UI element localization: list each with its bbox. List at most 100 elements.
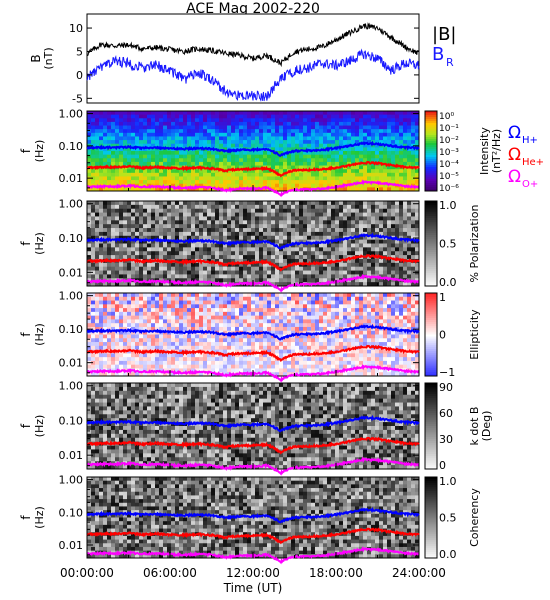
spectrogram-cell: [207, 282, 212, 287]
spectrogram-cell: [359, 208, 364, 213]
spectrogram-cell: [187, 169, 192, 174]
spectrogram-cell: [287, 136, 292, 141]
spectrogram-cell: [259, 251, 264, 256]
spectrogram-cell: [179, 338, 184, 343]
spectrogram-cell: [199, 296, 204, 301]
spectrogram-cell: [283, 143, 288, 148]
spectrogram-cell: [227, 180, 232, 185]
spectrogram-cell: [95, 282, 100, 287]
spectrogram-cell: [311, 140, 316, 145]
spectrogram-cell: [123, 216, 128, 221]
spectrogram-cell: [407, 262, 412, 268]
spectrogram-cell: [347, 274, 352, 279]
spectrogram-cell: [363, 136, 368, 141]
spectrogram-cell: [151, 201, 156, 206]
spectrogram-cell: [87, 323, 92, 328]
spectrogram-cell: [207, 136, 212, 141]
spectrogram-cell: [263, 247, 268, 252]
spectrogram-cell: [231, 342, 236, 347]
spectrogram-cell: [111, 143, 116, 148]
spectrogram-cell: [151, 140, 156, 145]
spectrogram-cell: [347, 165, 352, 170]
spectrogram-cell: [183, 266, 188, 271]
spectrogram-cell: [119, 201, 124, 206]
spectrogram-cell: [347, 132, 352, 137]
spectrogram-cell: [119, 300, 124, 305]
spectrogram-cell: [363, 220, 368, 225]
spectrogram-cell: [395, 251, 400, 256]
spectrogram-cell: [235, 300, 240, 305]
colorbar-step: [425, 181, 437, 184]
spectrogram-cell: [327, 235, 332, 241]
spectrogram-cell: [307, 266, 312, 271]
spectrogram-cell: [351, 151, 356, 156]
colorbar-step: [425, 226, 437, 230]
spectrogram-cell: [299, 212, 304, 217]
spectrogram-cell: [167, 151, 172, 156]
spectrogram-cell: [167, 154, 172, 159]
spectrogram-cell: [291, 270, 296, 275]
spectrogram-cell: [95, 132, 100, 137]
spectrogram-cell: [299, 180, 304, 185]
colorbar-step: [425, 137, 437, 140]
spectrogram-cell: [195, 176, 200, 181]
spectrogram-cell: [223, 201, 228, 206]
spectrogram-cell: [223, 308, 228, 313]
spectrogram-cell: [279, 121, 284, 126]
spectrogram-cell: [159, 180, 164, 185]
spectrogram-cell: [147, 169, 152, 174]
spectrogram-cell: [239, 255, 244, 260]
spectrogram-cell: [299, 111, 304, 116]
spectrogram-cell: [247, 121, 252, 126]
spectrogram-cell: [143, 176, 148, 181]
spectrogram-cell: [119, 147, 124, 152]
spectrogram-cell: [283, 304, 288, 309]
spectrogram-cell: [131, 111, 136, 116]
spectrogram-cell: [359, 204, 364, 210]
spectrogram-cell: [163, 235, 168, 241]
spectrogram-cell: [143, 216, 148, 221]
spectrogram-cell: [235, 247, 240, 252]
spectrogram-cell: [363, 239, 368, 244]
colorbar-step: [425, 235, 437, 238]
spectrogram-cell: [163, 282, 168, 287]
spectrogram-cell: [171, 161, 176, 166]
spectrogram-cell: [243, 204, 248, 210]
spectrogram-cell: [315, 140, 320, 145]
spectrogram-cell: [127, 274, 132, 279]
spectrogram-cell: [319, 169, 324, 174]
spectrogram-cell: [123, 311, 128, 317]
spectrogram-cell: [275, 165, 280, 170]
spectrogram-cell: [271, 147, 276, 152]
spectrogram-cell: [199, 183, 204, 188]
spectrogram-cell: [139, 282, 144, 287]
spectrogram-cell: [283, 183, 288, 188]
spectrogram-cell: [319, 165, 324, 170]
spectrogram-cell: [399, 212, 404, 217]
spectrogram-cell: [299, 220, 304, 225]
spectrogram-cell: [307, 143, 312, 148]
spectrogram-cell: [227, 172, 232, 177]
spectrogram-cell: [91, 353, 96, 358]
spectrogram-cell: [187, 319, 192, 324]
spectrogram-cell: [155, 161, 160, 166]
spectrogram-cell: [147, 326, 152, 332]
spectrogram-cell: [103, 296, 108, 301]
spectrogram-cell: [315, 136, 320, 141]
spectrogram-cell: [291, 220, 296, 225]
spectrogram-cell: [251, 334, 256, 339]
spectrogram-cell: [359, 129, 364, 134]
spectrogram-cell: [147, 208, 152, 213]
spectrogram-cell: [335, 231, 340, 237]
spectrogram-cell: [323, 132, 328, 137]
spectrogram-cell: [351, 204, 356, 210]
spectrogram-cell: [143, 121, 148, 126]
spectrogram-cell: [371, 216, 376, 221]
spectrogram-cell: [183, 334, 188, 339]
spectrogram-cell: [131, 243, 136, 248]
spectrogram-cell: [175, 140, 180, 145]
spectrogram-cell: [191, 357, 196, 362]
spectrogram-cell: [151, 208, 156, 213]
spectrogram-cell: [175, 360, 180, 366]
spectrogram-cell: [103, 293, 108, 298]
